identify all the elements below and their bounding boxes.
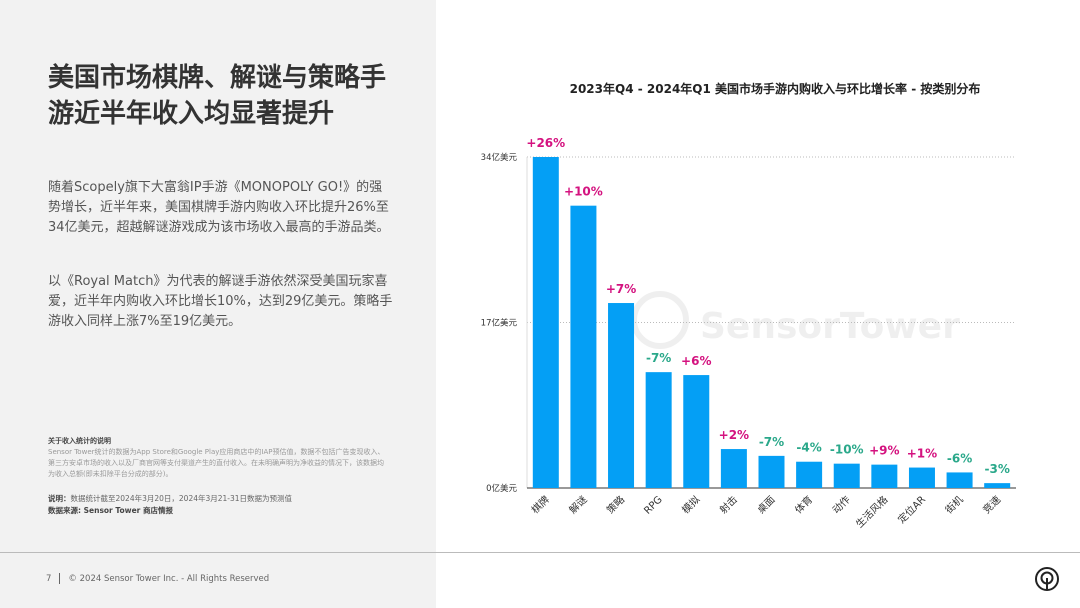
x-tick-label: 竞速 <box>980 493 1003 516</box>
growth-label: +7% <box>606 282 636 296</box>
growth-label: +2% <box>719 428 749 442</box>
growth-label: +10% <box>564 185 603 199</box>
x-tick-label: RPG <box>642 494 664 516</box>
x-tick-label: 桌面 <box>754 493 777 516</box>
bar-RPG <box>645 372 672 488</box>
bar-chart: SensorTower 0亿美元 17亿美元 34亿美元 +26% 棋牌 +10% 解谜 +7%… <box>481 136 1016 530</box>
footer-divider <box>0 552 1080 553</box>
explain-text: 数据统计截至2024年3月20日，2024年3月21-31日数据为预测值 <box>70 494 293 503</box>
growth-label: -10% <box>830 443 864 457</box>
chart-title: 2023年Q4 - 2024年Q1 美国市场手游内购收入与环比增长率 - 按类别… <box>569 82 981 96</box>
source-text: Sensor Tower 商店情报 <box>81 506 173 515</box>
paragraph-2: 以《Royal Match》为代表的解谜手游依然深受美国玩家喜爱，近半年内购收入… <box>48 274 393 329</box>
page-title: 美国市场棋牌、解谜与策略手游近半年收入均显著提升 <box>48 63 387 129</box>
x-tick-label: 体育 <box>792 493 815 516</box>
x-tick-label: 策略 <box>604 493 627 516</box>
growth-label: +6% <box>681 354 711 368</box>
x-tick-label: 射击 <box>717 494 740 517</box>
x-tick-label: 解谜 <box>566 493 589 516</box>
bar-桌面 <box>758 455 785 488</box>
bar-生活风格 <box>871 464 898 488</box>
growth-label: +26% <box>526 136 565 150</box>
sensor-tower-logo-icon <box>1035 567 1059 591</box>
source-label: 数据来源: <box>48 506 81 515</box>
y-tick-label: 0亿美元 <box>486 483 517 494</box>
copyright: © 2024 Sensor Tower Inc. - All Rights Re… <box>68 574 270 584</box>
paragraph-1: 随着Scopely旗下大富翁IP手游《MONOPOLY GO!》的强势增长，近半… <box>48 180 390 235</box>
x-tick-label: 动作 <box>830 494 853 517</box>
growth-label: -3% <box>985 462 1010 476</box>
explanation: 说明：数据统计截至2024年3月20日，2024年3月21-31日数据为预测值 … <box>48 493 292 517</box>
explain-label: 说明： <box>48 494 71 503</box>
x-tick-label: 模拟 <box>679 493 702 516</box>
bar-竞速 <box>984 483 1011 488</box>
revenue-note: 关于收入统计的说明 Sensor Tower统计的数据为App Store和Go… <box>48 436 388 480</box>
note-body: Sensor Tower统计的数据为App Store和Google Play应… <box>48 448 385 478</box>
growth-label: -6% <box>947 451 972 465</box>
bar-定位AR <box>908 467 935 488</box>
x-tick-label: 生活风格 <box>853 493 890 530</box>
y-tick-label: 17亿美元 <box>481 318 518 329</box>
bar-模拟 <box>683 375 710 488</box>
bar-体育 <box>796 461 823 488</box>
growth-label: -7% <box>646 351 671 365</box>
bar-射击 <box>720 449 747 488</box>
growth-label: +1% <box>907 447 937 461</box>
left-panel <box>0 0 436 608</box>
x-tick-label: 棋牌 <box>529 493 552 516</box>
page-number: 7 <box>46 574 52 584</box>
footer: 7 © 2024 Sensor Tower Inc. - All Rights R… <box>46 573 269 584</box>
bar-动作 <box>833 463 860 488</box>
y-tick-label: 34亿美元 <box>481 152 518 163</box>
bar-棋牌 <box>532 157 559 488</box>
svg-text:SensorTower: SensorTower <box>700 306 960 347</box>
bar-解谜 <box>570 205 597 489</box>
growth-label: -7% <box>759 435 784 449</box>
bar-街机 <box>946 472 973 488</box>
growth-label: -4% <box>796 441 821 455</box>
x-tick-label: 街机 <box>942 493 965 516</box>
bar-策略 <box>608 303 635 488</box>
growth-label: +9% <box>869 444 899 458</box>
watermark: SensorTower <box>631 291 960 349</box>
note-title: 关于收入统计的说明 <box>48 437 111 445</box>
x-tick-label: 定位AR <box>895 493 928 526</box>
